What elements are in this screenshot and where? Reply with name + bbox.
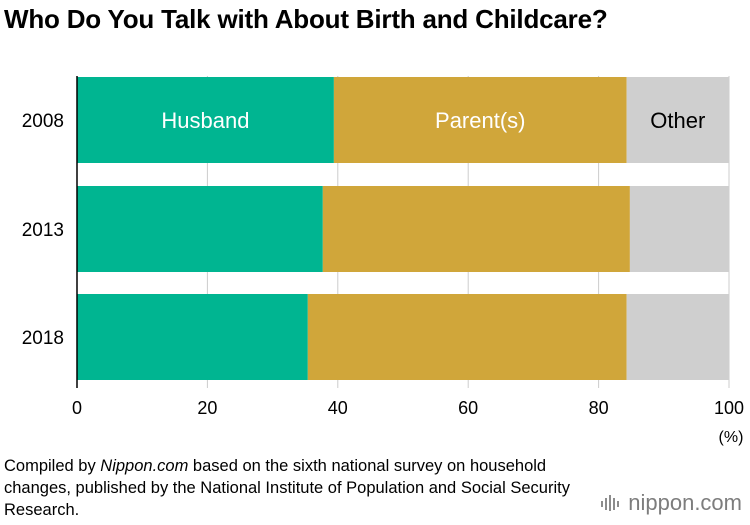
segment-label: Other: [650, 108, 705, 133]
bar-husband-2008: [77, 77, 334, 163]
x-tick-label: 60: [458, 398, 478, 418]
source-prefix: Compiled by: [4, 457, 101, 475]
bar-parent-s--2013: [322, 186, 630, 272]
x-tick-label: 0: [72, 398, 82, 418]
x-tick-label: 40: [328, 398, 348, 418]
category-label: 2008: [22, 111, 64, 132]
bar-parent-s--2008: [333, 77, 627, 163]
brand-logo: nippon.com: [600, 490, 742, 516]
bars: [77, 77, 729, 380]
stacked-bar-chart: 0 20 40 60 80 100 (%) Husband Parent(s) Other 2008…: [22, 76, 744, 446]
labels: 0 20 40 60 80 100 (%) Husband Parent(s) Other 2008…: [22, 108, 744, 446]
bar-other-2008: [626, 77, 729, 163]
x-axis-unit-label: (%): [719, 429, 744, 446]
bar-parent-s--2018: [307, 294, 627, 380]
chart-title: Who Do You Talk with About Birth and Chi…: [4, 4, 608, 34]
x-tick-label: 100: [714, 398, 744, 418]
category-label: 2013: [22, 220, 64, 241]
brand-name: nippon.com: [628, 490, 742, 515]
segment-label: Parent(s): [435, 108, 525, 133]
x-tick-label: 80: [589, 398, 609, 418]
source-suffix: based on the sixth national survey on ho…: [4, 457, 570, 519]
bar-husband-2018: [77, 294, 308, 380]
nippon-logo-icon: [601, 495, 620, 511]
category-label: 2018: [22, 328, 64, 349]
source-publisher: Nippon.com: [100, 457, 189, 475]
bar-other-2018: [626, 294, 729, 380]
bar-other-2013: [629, 186, 729, 272]
x-tick-label: 20: [197, 398, 217, 418]
segment-label: Husband: [161, 108, 249, 133]
source-note: Compiled by Nippon.com based on the sixt…: [4, 455, 574, 521]
bar-husband-2013: [77, 186, 323, 272]
